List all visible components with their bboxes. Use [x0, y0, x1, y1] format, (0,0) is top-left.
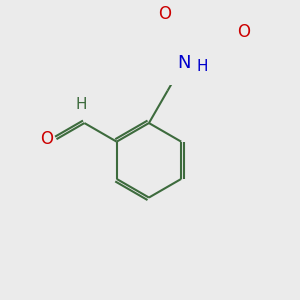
- Text: H: H: [76, 97, 87, 112]
- Text: N: N: [177, 54, 190, 72]
- Text: O: O: [40, 130, 54, 148]
- Text: O: O: [237, 23, 250, 41]
- Text: O: O: [158, 5, 171, 23]
- Text: H: H: [196, 59, 208, 74]
